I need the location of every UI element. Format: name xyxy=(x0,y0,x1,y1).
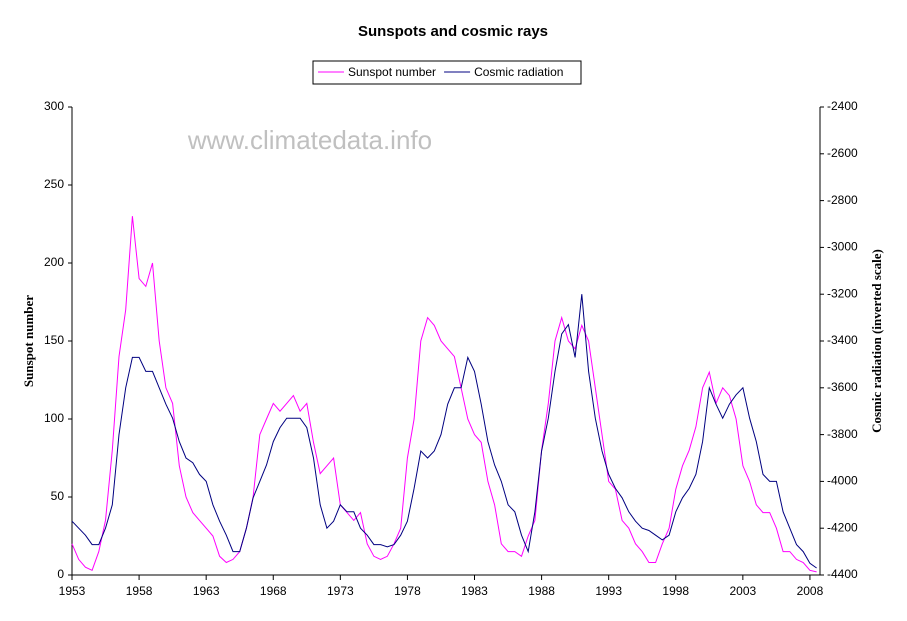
y-axis-label: Sunspot number xyxy=(21,295,36,387)
x-tick-label: 1998 xyxy=(662,584,689,598)
series-line xyxy=(71,216,817,573)
y2-axis-label: Cosmic radiation (inverted scale) xyxy=(869,249,884,433)
watermark: www.climatedata.info xyxy=(187,125,432,155)
y-tick-label: 150 xyxy=(44,333,64,347)
x-tick-label: 1968 xyxy=(260,584,287,598)
x-tick-label: 1973 xyxy=(327,584,354,598)
y-tick-label: 0 xyxy=(57,567,64,581)
legend-label: Cosmic radiation xyxy=(474,65,563,79)
x-tick-label: 1983 xyxy=(461,584,488,598)
y-tick-label: 250 xyxy=(44,177,64,191)
y2-tick-label: -2600 xyxy=(827,146,858,160)
series-line xyxy=(71,294,817,569)
y2-tick-label: -2400 xyxy=(827,99,858,113)
y2-tick-label: -2800 xyxy=(827,193,858,207)
y2-tick-label: -3800 xyxy=(827,427,858,441)
x-tick-label: 1978 xyxy=(394,584,421,598)
y2-tick-label: -4000 xyxy=(827,474,858,488)
y2-tick-label: -3000 xyxy=(827,240,858,254)
y2-tick-label: -3600 xyxy=(827,380,858,394)
y-tick-label: 200 xyxy=(44,255,64,269)
legend-label: Sunspot number xyxy=(348,65,436,79)
x-tick-label: 1953 xyxy=(59,584,86,598)
y-tick-label: 300 xyxy=(44,99,64,113)
y-tick-label: 50 xyxy=(51,489,65,503)
x-tick-label: 2008 xyxy=(797,584,824,598)
y2-tick-label: -3400 xyxy=(827,333,858,347)
y2-tick-label: -3200 xyxy=(827,286,858,300)
y-tick-label: 100 xyxy=(44,411,64,425)
x-tick-label: 1958 xyxy=(126,584,153,598)
y2-tick-label: -4400 xyxy=(827,567,858,581)
y2-tick-label: -4200 xyxy=(827,520,858,534)
chart-title: Sunspots and cosmic rays xyxy=(358,23,548,40)
x-tick-label: 1988 xyxy=(528,584,555,598)
x-tick-label: 1963 xyxy=(193,584,220,598)
x-tick-label: 1993 xyxy=(595,584,622,598)
x-tick-label: 2003 xyxy=(730,584,757,598)
